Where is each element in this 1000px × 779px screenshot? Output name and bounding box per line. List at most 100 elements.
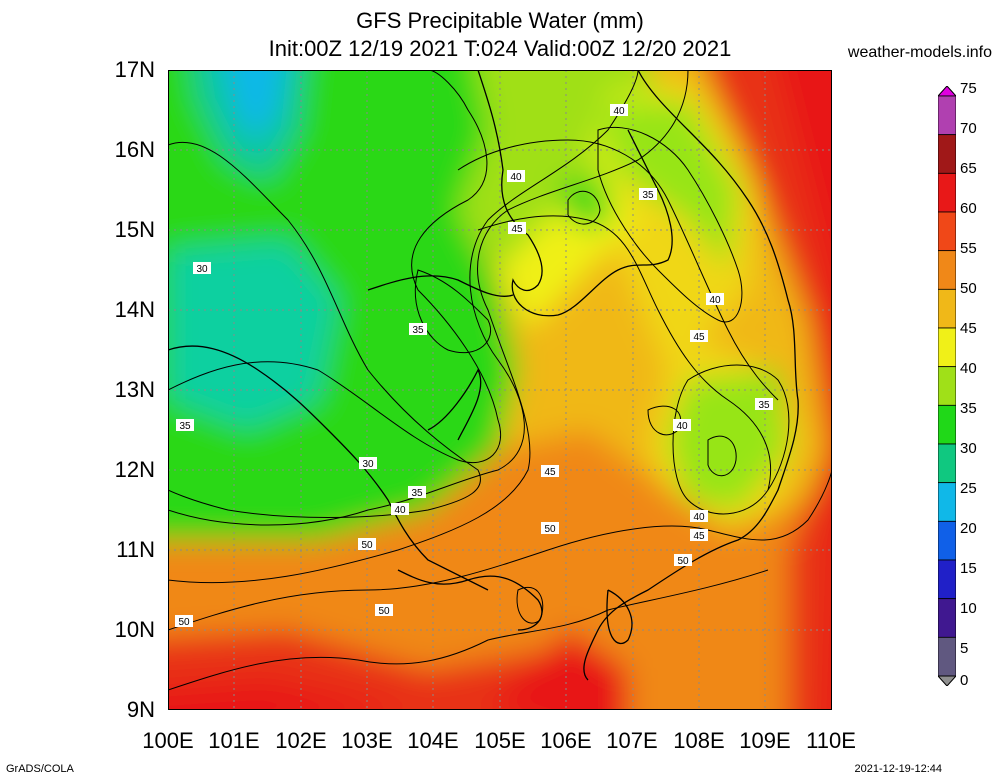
coastlines: [168, 70, 799, 681]
contour-label: 30: [193, 262, 211, 275]
svg-text:50: 50: [378, 606, 390, 617]
contour-label: 40: [673, 419, 691, 432]
contour-label: 40: [690, 510, 708, 523]
map-title: GFS Precipitable Water (mm): [356, 8, 644, 33]
scale-label-25: 25: [960, 480, 977, 497]
svg-text:40: 40: [510, 172, 522, 183]
lat-label-12n: 12N: [114, 457, 155, 482]
map-subtitle: Init:00Z 12/19 2021 T:024 Valid:00Z 12/2…: [268, 36, 732, 61]
svg-text:50: 50: [677, 556, 689, 567]
svg-text:45: 45: [544, 467, 556, 478]
svg-text:50: 50: [178, 617, 190, 628]
scale-label-65: 65: [960, 160, 977, 177]
svg-text:40: 40: [693, 512, 705, 523]
precipitable-water-map: 40 40 35 45 30 35 40 45 35 40 35 30 45 3…: [168, 70, 832, 710]
contour-label: 50: [375, 604, 393, 617]
map-frame: [168, 70, 832, 710]
scale-swatch: [938, 636, 956, 677]
contour-label: 50: [541, 522, 559, 535]
footer-software: GrADS/COLA: [6, 763, 74, 775]
scale-swatch: [938, 559, 956, 600]
scale-swatch: [938, 250, 956, 290]
lon-label-104e: 104E: [407, 728, 459, 753]
footer-timestamp: 2021-12-19-12:44: [854, 763, 942, 775]
scale-swatch: [938, 520, 956, 561]
svg-text:30: 30: [362, 459, 374, 470]
lon-label-106e: 106E: [540, 728, 592, 753]
contour-lines: [168, 70, 832, 691]
scale-label-5: 5: [960, 640, 969, 657]
scale-label-35: 35: [960, 400, 977, 417]
lat-label-15n: 15N: [114, 217, 155, 242]
scale-swatch: [938, 366, 956, 406]
scale-label-20: 20: [960, 520, 977, 537]
scale-label-0: 0: [960, 672, 969, 689]
scale-swatch: [938, 211, 956, 252]
scale-swatch: [938, 327, 956, 368]
scale-swatch: [938, 134, 956, 174]
svg-text:35: 35: [179, 421, 191, 432]
contour-label: 50: [674, 554, 692, 567]
scale-label-70: 70: [960, 120, 977, 137]
scale-swatch: [938, 443, 956, 484]
contour-label: 45: [508, 222, 526, 235]
svg-text:40: 40: [676, 421, 688, 432]
svg-text:45: 45: [693, 332, 705, 343]
contour-label: 45: [690, 330, 708, 343]
scale-swatch: [938, 95, 956, 136]
contour-label: 40: [507, 170, 525, 183]
scale-label-45: 45: [960, 320, 977, 337]
scale-swatch: [938, 172, 956, 213]
scale-label-50: 50: [960, 280, 977, 297]
lat-label-9n: 9N: [126, 697, 155, 722]
lon-label-103e: 103E: [341, 728, 393, 753]
lon-label-107e: 107E: [606, 728, 658, 753]
svg-text:35: 35: [758, 400, 770, 411]
scale-swatch: [938, 404, 956, 445]
lat-label-14n: 14N: [114, 297, 155, 322]
lon-label-105e: 105E: [474, 728, 526, 753]
contour-label: 35: [176, 419, 194, 432]
lon-label-110e: 110E: [806, 728, 856, 753]
svg-text:30: 30: [196, 264, 208, 275]
contour-label: 40: [610, 104, 628, 117]
lon-label-101e: 101E: [208, 728, 260, 753]
lat-label-17n: 17N: [114, 57, 155, 82]
lon-label-100e: 100E: [142, 728, 194, 753]
svg-text:40: 40: [709, 295, 721, 306]
scale-swatch: [938, 86, 956, 97]
contour-label: 45: [541, 465, 559, 478]
svg-text:35: 35: [411, 488, 423, 499]
lat-label-10n: 10N: [114, 617, 155, 642]
lon-label-109e: 109E: [739, 728, 791, 753]
svg-text:50: 50: [361, 540, 373, 551]
scale-label-60: 60: [960, 200, 977, 217]
svg-text:35: 35: [412, 325, 424, 336]
contour-label: 35: [408, 486, 426, 499]
scale-swatch: [938, 482, 956, 522]
contour-label: 35: [639, 188, 657, 201]
contour-label: 40: [391, 503, 409, 516]
scale-label-55: 55: [960, 240, 977, 257]
contour-label: 35: [755, 398, 773, 411]
contour-label: 35: [409, 323, 427, 336]
contour-label: 40: [706, 293, 724, 306]
lon-label-108e: 108E: [673, 728, 725, 753]
lat-label-16n: 16N: [114, 137, 155, 162]
scale-swatch: [938, 675, 956, 686]
contour-label: 30: [359, 457, 377, 470]
scale-label-30: 30: [960, 440, 977, 457]
site-credit: weather-models.info: [847, 44, 992, 61]
contour-label: 45: [690, 529, 708, 542]
svg-text:40: 40: [613, 106, 625, 117]
scale-swatch: [938, 288, 956, 329]
svg-text:45: 45: [511, 224, 523, 235]
svg-text:45: 45: [693, 531, 705, 542]
lat-label-13n: 13N: [114, 377, 155, 402]
contour-label: 50: [175, 615, 193, 628]
contour-label: 50: [358, 538, 376, 551]
scale-label-15: 15: [960, 560, 977, 577]
svg-text:50: 50: [544, 524, 556, 535]
scale-label-10: 10: [960, 600, 977, 617]
lon-label-102e: 102E: [275, 728, 327, 753]
